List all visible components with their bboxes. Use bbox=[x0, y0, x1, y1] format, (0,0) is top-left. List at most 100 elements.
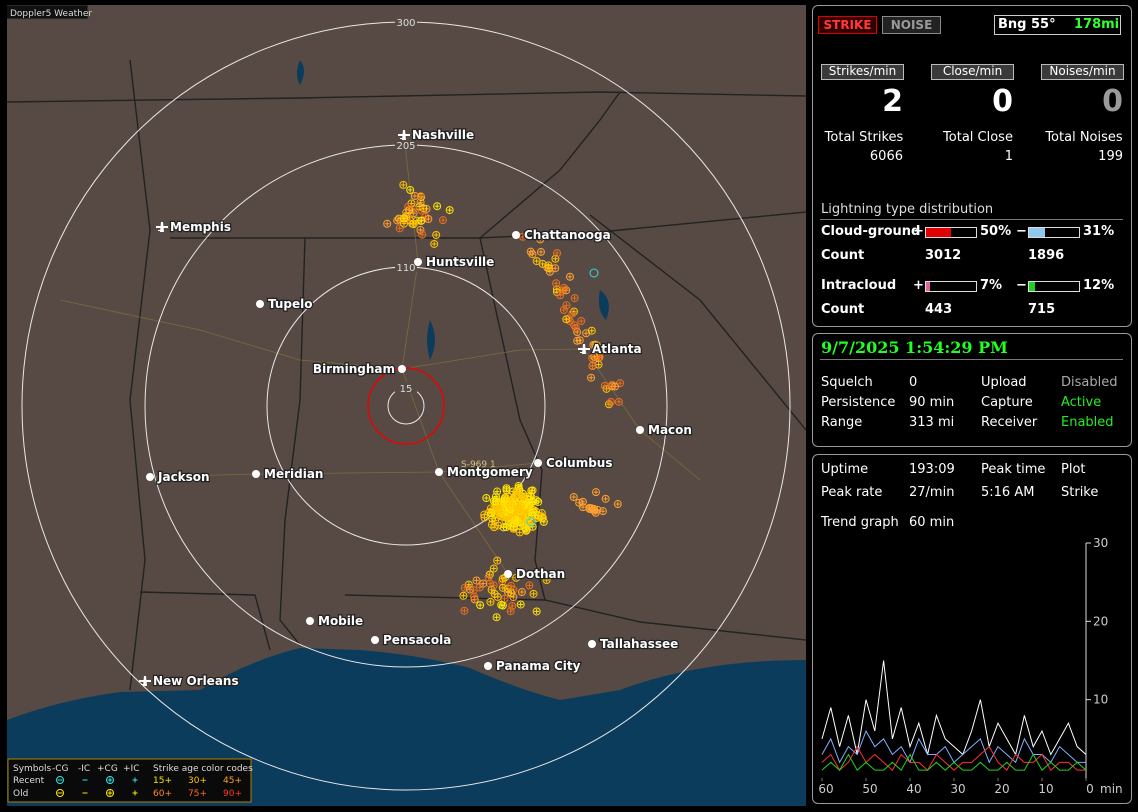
strike-symbol bbox=[532, 496, 541, 505]
strike-symbol bbox=[528, 250, 537, 259]
legend-row-label: Old bbox=[13, 789, 28, 799]
city-label: Dothan bbox=[516, 567, 565, 581]
type-label: Cloud-ground bbox=[821, 224, 921, 239]
strike-symbol bbox=[393, 216, 402, 225]
status-panel bbox=[812, 333, 1132, 447]
road bbox=[149, 462, 539, 478]
strike-ring bbox=[588, 361, 597, 370]
x-tick-label: 0 bbox=[1086, 782, 1094, 796]
strike-ring bbox=[511, 490, 520, 499]
strike-symbol bbox=[472, 576, 481, 585]
status-field: Capture bbox=[981, 395, 1033, 410]
city-label: Atlanta bbox=[592, 342, 642, 356]
noise-button[interactable]: NOISE bbox=[882, 16, 941, 34]
strike-ring bbox=[491, 497, 500, 506]
ring-label-bg bbox=[395, 261, 417, 272]
strike-symbol bbox=[591, 488, 600, 497]
total-value: 199 bbox=[1098, 149, 1123, 164]
strike-symbol bbox=[566, 272, 575, 281]
strike-symbol bbox=[544, 264, 553, 273]
ring-label-bg bbox=[395, 16, 417, 27]
percent-bar bbox=[1029, 228, 1045, 237]
strike-ring bbox=[536, 247, 545, 256]
strike-ring bbox=[460, 583, 469, 592]
rate-button[interactable]: Close/min bbox=[931, 64, 1014, 80]
trend-graph: 10 20 30 60 50 40 30 20 10 0 min bbox=[818, 536, 1122, 796]
strike-symbol bbox=[445, 206, 454, 215]
strike-ring bbox=[573, 328, 582, 337]
strike-symbol bbox=[597, 346, 606, 355]
legend-symbol bbox=[106, 789, 114, 797]
bearing-box bbox=[994, 15, 1121, 35]
counts-panel bbox=[812, 5, 1132, 327]
city-dot bbox=[252, 470, 260, 478]
strike-symbol bbox=[542, 576, 551, 585]
strike-ring bbox=[526, 491, 535, 500]
distribution-title: Lightning type distribution bbox=[821, 202, 994, 217]
strike-ring bbox=[551, 254, 560, 263]
strike-ring bbox=[559, 305, 568, 314]
strike-symbol bbox=[538, 513, 547, 522]
strike-ring bbox=[594, 360, 603, 369]
strike-symbol bbox=[383, 219, 392, 228]
strike-ring bbox=[556, 291, 565, 300]
strike-symbol bbox=[590, 352, 599, 361]
strike-ring bbox=[529, 589, 538, 598]
y-tick-label: 10 bbox=[1093, 693, 1108, 707]
strike-symbol bbox=[585, 504, 594, 513]
ring-label-bg bbox=[395, 382, 417, 393]
status-field: Persistence bbox=[821, 395, 896, 410]
strike-ring bbox=[409, 220, 418, 229]
strike-symbol bbox=[552, 279, 561, 288]
strike-ring bbox=[395, 224, 404, 233]
strike-symbol bbox=[490, 589, 499, 598]
strike-symbol bbox=[506, 501, 515, 510]
city-label: Jackson bbox=[157, 470, 210, 484]
strike-symbol bbox=[498, 574, 507, 583]
strike-ring bbox=[508, 601, 517, 610]
strike-symbol bbox=[432, 230, 441, 239]
strike-ring bbox=[497, 600, 506, 609]
strike-symbol bbox=[399, 214, 408, 223]
sign: − bbox=[1016, 224, 1027, 239]
rate-value: 2 bbox=[882, 84, 903, 119]
strike-symbol bbox=[616, 379, 625, 388]
state-border bbox=[129, 59, 151, 691]
city-label: Memphis bbox=[170, 220, 231, 234]
strike-ring bbox=[521, 523, 530, 532]
strike-symbol bbox=[514, 481, 523, 490]
strike-ring bbox=[569, 493, 578, 502]
marker-label: S-969 1 bbox=[461, 460, 496, 470]
city-dot bbox=[414, 258, 422, 266]
city-dot bbox=[435, 468, 443, 476]
strike-ring bbox=[562, 286, 571, 295]
rate-button[interactable]: Noises/min bbox=[1041, 64, 1124, 80]
strike-symbol bbox=[562, 301, 571, 310]
strike-symbol bbox=[496, 511, 505, 520]
city-dot bbox=[636, 426, 644, 434]
sign: − bbox=[1016, 278, 1027, 293]
strike-ring bbox=[406, 185, 415, 194]
strike-ring bbox=[600, 381, 609, 390]
divider bbox=[820, 359, 1123, 360]
strike-ring bbox=[459, 591, 468, 600]
strike-symbol bbox=[409, 220, 418, 229]
strike-button[interactable]: STRIKE bbox=[818, 16, 877, 34]
strike-symbol bbox=[506, 581, 515, 590]
strike-ring bbox=[383, 219, 392, 228]
strike-ring bbox=[560, 283, 569, 292]
strike-ring bbox=[539, 517, 548, 526]
airport-icon bbox=[139, 676, 151, 686]
strike-ring bbox=[404, 202, 413, 211]
strike-ring bbox=[445, 206, 454, 215]
strike-ring bbox=[517, 491, 526, 500]
state-border bbox=[589, 214, 806, 431]
strike-symbol bbox=[487, 509, 496, 518]
rate-button[interactable]: Strikes/min bbox=[821, 64, 904, 80]
strike-ring bbox=[416, 192, 425, 201]
strike-ring bbox=[590, 352, 599, 361]
city-label: Montgomery bbox=[447, 465, 533, 479]
strike-ring bbox=[597, 346, 606, 355]
y-tick-label: 30 bbox=[1093, 536, 1108, 550]
percent-bar-frame bbox=[1028, 227, 1080, 238]
